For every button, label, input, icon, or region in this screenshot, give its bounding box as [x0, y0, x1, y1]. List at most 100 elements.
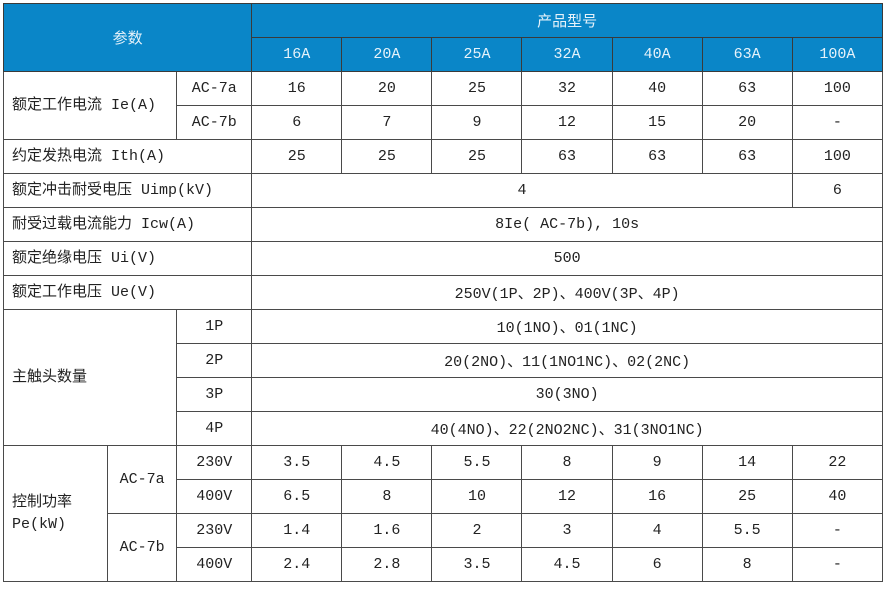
- value-cell: 30(3NO): [251, 377, 883, 412]
- voltage-label: 400V: [176, 479, 253, 514]
- value-cell: 25: [431, 71, 523, 106]
- value-cell: 2.8: [341, 547, 433, 582]
- value-cell: 100: [791, 71, 884, 106]
- row-label: 控制功率 Pe(kW): [2, 445, 109, 582]
- sub-label: AC-7a: [176, 71, 253, 106]
- value-cell: 3: [521, 513, 613, 548]
- sub-label: 4P: [176, 411, 253, 446]
- product-model-header: 产品型号: [251, 3, 883, 38]
- value-cell: 8: [701, 547, 793, 582]
- table-row: 400V 2.4 2.8 3.5 4.5 6 8-: [4, 547, 884, 582]
- value-cell: 250V(1P、2P)、400V(3P、4P): [251, 275, 883, 310]
- voltage-label: 230V: [176, 445, 253, 480]
- model-header: 40A: [611, 37, 703, 72]
- row-label: 额定冲击耐受电压 Uimp(kV): [2, 173, 253, 208]
- value-cell: 14: [701, 445, 793, 480]
- row-label: 额定工作电压 Ue(V): [2, 275, 253, 310]
- table-row: 主触头数量 1P 10(1NO)、01(1NC): [2, 309, 883, 446]
- value-cell: 40: [791, 479, 884, 514]
- value-cell: 2: [431, 513, 523, 548]
- value-cell: 4: [611, 513, 703, 548]
- value-cell: 20: [701, 105, 793, 140]
- value-cell: 6: [611, 547, 703, 582]
- table-row: 3P 30(3NO): [4, 377, 883, 412]
- sub-label: AC-7a: [107, 445, 178, 514]
- value-cell: 1.4: [251, 513, 343, 548]
- row-label: 额定工作电流 Ie(A): [2, 71, 178, 140]
- sub-label: AC-7b: [176, 105, 253, 140]
- value-cell: 6: [251, 105, 343, 140]
- value-cell: 25: [341, 139, 433, 174]
- value-cell: 6.5: [251, 479, 343, 514]
- table-row: 耐受过载电流能力 Icw(A) 8Ie( AC-7b), 10s: [2, 207, 883, 242]
- value-cell: 5.5: [431, 445, 523, 480]
- value-cell: 16: [611, 479, 703, 514]
- value-cell: 5.5: [701, 513, 793, 548]
- value-cell: -: [791, 105, 884, 140]
- value-cell: 8: [341, 479, 433, 514]
- table-row: AC-7b 230V 1.4 1.6 2 3 4 5.5-: [4, 513, 884, 582]
- row-label: 约定发热电流 Ith(A): [2, 139, 253, 174]
- value-cell: 22: [791, 445, 884, 480]
- value-cell: 8Ie( AC-7b), 10s: [251, 207, 883, 242]
- value-cell: 63: [701, 139, 793, 174]
- row-label: 主触头数量: [2, 309, 178, 446]
- spec-table: 参数 产品型号 16A 20A 25A 32A 40A 63A 100A 额定工作电流 Ie(A)…: [2, 3, 884, 582]
- table-row: 额定工作电压 Ue(V) 250V(1P、2P)、400V(3P、4P): [2, 275, 883, 310]
- value-cell: 4.5: [521, 547, 613, 582]
- value-cell: 63: [611, 139, 703, 174]
- value-cell: 40(4NO)、22(2NO2NC)、31(3NO1NC): [251, 411, 883, 446]
- value-cell: 20(2NO)、11(1NO1NC)、02(2NC): [251, 343, 883, 378]
- value-cell: 100: [791, 139, 884, 174]
- value-cell: 63: [701, 71, 793, 106]
- value-cell: 8: [521, 445, 613, 480]
- model-header: 16A: [251, 37, 343, 72]
- value-cell: 12: [521, 105, 613, 140]
- sub-label: AC-7b: [107, 513, 178, 582]
- value-cell: 9: [431, 105, 523, 140]
- model-header: 25A: [431, 37, 523, 72]
- model-header: 20A: [341, 37, 433, 72]
- model-header: 32A: [521, 37, 613, 72]
- value-cell: 10(1NO)、01(1NC): [251, 309, 883, 344]
- value-cell: 6: [791, 173, 884, 208]
- value-cell: 25: [431, 139, 523, 174]
- value-cell: 1.6: [341, 513, 433, 548]
- header-row: 参数 产品型号: [2, 3, 883, 72]
- row-label: 耐受过载电流能力 Icw(A): [2, 207, 253, 242]
- value-cell: 40: [611, 71, 703, 106]
- value-cell: 16: [251, 71, 343, 106]
- table-row: 约定发热电流 Ith(A) 25 25 25 63 63 63 100: [2, 139, 884, 174]
- value-cell: 9: [611, 445, 703, 480]
- table-row: 额定绝缘电压 Ui(V) 500: [2, 241, 883, 276]
- value-cell: 2.4: [251, 547, 343, 582]
- value-cell: 25: [701, 479, 793, 514]
- value-cell: 4.5: [341, 445, 433, 480]
- table-row: 额定工作电流 Ie(A) AC-7a 16 20 25 32 40 63 100: [2, 71, 884, 140]
- voltage-label: 230V: [176, 513, 253, 548]
- header-row: 16A 20A 25A 32A 40A 63A 100A: [4, 37, 884, 72]
- table-row: 2P 20(2NO)、11(1NO1NC)、02(2NC): [4, 343, 883, 378]
- table-row: 控制功率 Pe(kW) AC-7a 230V 3.5 4.5 5.5 8 9 14 22: [2, 445, 884, 582]
- row-label: 额定绝缘电压 Ui(V): [2, 241, 253, 276]
- value-cell: 32: [521, 71, 613, 106]
- value-cell: 25: [251, 139, 343, 174]
- model-header: 100A: [791, 37, 884, 72]
- sub-label: 1P: [176, 309, 253, 344]
- value-cell: 10: [431, 479, 523, 514]
- value-cell: -: [791, 547, 884, 582]
- value-cell: 20: [341, 71, 433, 106]
- value-cell: -: [791, 513, 884, 548]
- param-header: 参数: [2, 3, 253, 72]
- table-row: 额定冲击耐受电压 Uimp(kV) 4 6: [2, 173, 884, 208]
- sub-label: 3P: [176, 377, 253, 412]
- value-cell: 12: [521, 479, 613, 514]
- value-cell: 63: [521, 139, 613, 174]
- model-header: 63A: [701, 37, 793, 72]
- value-cell: 4: [251, 173, 793, 208]
- value-cell: 3.5: [251, 445, 343, 480]
- value-cell: 7: [341, 105, 433, 140]
- voltage-label: 400V: [176, 547, 253, 582]
- sub-label: 2P: [176, 343, 253, 378]
- value-cell: 15: [611, 105, 703, 140]
